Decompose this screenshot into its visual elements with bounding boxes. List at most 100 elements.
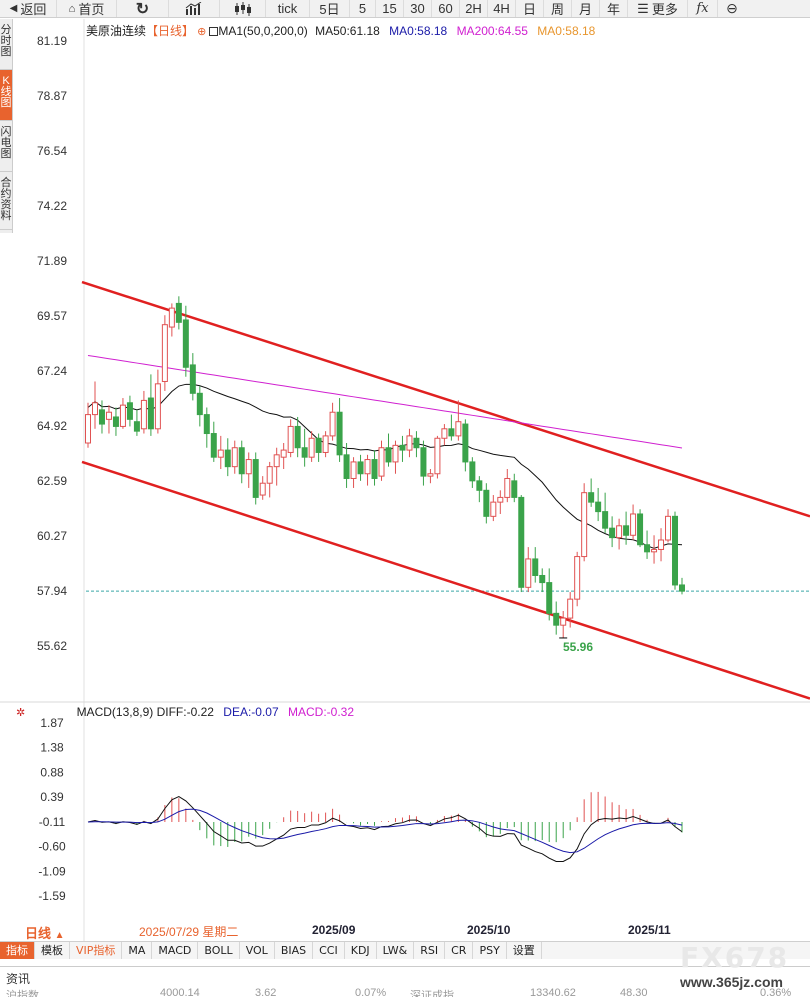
candle-down xyxy=(588,492,595,503)
candle-down xyxy=(679,584,685,592)
period-tick[interactable]: tick xyxy=(266,0,310,17)
price-tick-label: 74.22 xyxy=(37,199,67,213)
back-button[interactable]: ◀ 返回 xyxy=(0,0,57,17)
candle-up xyxy=(364,459,371,475)
indicator-tab-3[interactable]: MA xyxy=(122,942,153,959)
candle-down xyxy=(399,444,406,451)
period-year[interactable]: 年 xyxy=(600,0,628,17)
indicator-tab-13[interactable]: PSY xyxy=(473,942,507,959)
more-button[interactable]: ☰ 更多 xyxy=(628,0,688,17)
candle-down xyxy=(448,428,455,437)
period-label[interactable]: 【日线】 xyxy=(146,24,195,38)
candle-up xyxy=(581,492,588,558)
candle-up xyxy=(161,324,168,382)
chart-type-button[interactable] xyxy=(169,0,220,17)
ma-config-icon[interactable] xyxy=(209,27,219,36)
period-5min[interactable]: 5 xyxy=(350,0,376,17)
zoom-out-button[interactable]: ⊖ xyxy=(718,0,746,17)
candle-down xyxy=(210,433,217,458)
candle-down xyxy=(532,558,539,576)
candle-down xyxy=(196,392,203,416)
ma200-line xyxy=(87,354,683,449)
price-tick-label: 71.89 xyxy=(37,254,67,268)
period-day[interactable]: 日 xyxy=(516,0,544,17)
candle-down xyxy=(294,425,301,449)
candle-down xyxy=(189,364,196,394)
candle-up xyxy=(378,447,385,477)
candle-down xyxy=(546,582,553,614)
candle-up xyxy=(140,399,147,430)
home-icon: ⌂ xyxy=(68,2,76,15)
period-2h[interactable]: 2H xyxy=(460,0,488,17)
sidebar-item-kline[interactable]: K 线 图 xyxy=(0,70,12,121)
indicator-tabs: 指标 模板 VIP指标 MA MACD BOLL VOL BIAS CCI KDJ LW& RSI CR… xyxy=(0,941,810,959)
ma50-line xyxy=(87,383,683,549)
period-week[interactable]: 周 xyxy=(544,0,572,17)
candle-up xyxy=(630,513,637,536)
candle-down xyxy=(595,501,602,513)
period-30min[interactable]: 30 xyxy=(404,0,432,17)
indicator-tab-6[interactable]: VOL xyxy=(240,942,275,959)
formula-button[interactable]: fx xyxy=(688,0,718,17)
news-tab[interactable]: 资讯 xyxy=(6,972,31,986)
candle-up xyxy=(665,515,672,541)
period-4h[interactable]: 4H xyxy=(488,0,516,17)
macd-dea-line xyxy=(87,808,683,854)
candle-type-button[interactable] xyxy=(220,0,266,17)
candle-up xyxy=(168,307,175,328)
macd-dea: DEA:-0.07 xyxy=(223,705,279,719)
macd-settings-icon[interactable]: ✲ xyxy=(16,707,26,719)
indicator-tab-14[interactable]: 设置 xyxy=(507,942,542,959)
candle-down xyxy=(175,302,182,323)
settings-icon[interactable]: ⊕ xyxy=(194,26,210,38)
candle-down xyxy=(672,515,679,586)
indicator-tab-5[interactable]: BOLL xyxy=(198,942,240,959)
price-tick-label: 60.27 xyxy=(37,529,67,543)
refresh-button[interactable]: ↻ xyxy=(117,0,169,18)
candle-up xyxy=(329,411,336,437)
indicator-tab-4[interactable]: MACD xyxy=(152,942,199,959)
period-60min[interactable]: 60 xyxy=(432,0,460,17)
indicator-tab-12[interactable]: CR xyxy=(445,942,474,959)
macd-value: MACD:-0.32 xyxy=(288,705,355,719)
cursor-date: 2025/07/29 星期二 xyxy=(139,925,239,939)
period-5day[interactable]: 5日 xyxy=(310,0,350,17)
macd-tick-label: -1.59 xyxy=(38,889,66,903)
kline-chart[interactable]: 81.19 78.87 76.54 74.22 71.89 69.57 67.24 64.92… xyxy=(0,19,810,943)
indicator-tab-8[interactable]: CCI xyxy=(313,942,345,959)
macd-legend: ✲ MACD(13,8,9) DIFF:-0.22 DEA:-0.07 MACD… xyxy=(16,705,354,719)
candle-up xyxy=(560,617,567,626)
candle-up xyxy=(427,473,434,477)
menu-icon: ☰ xyxy=(637,0,649,16)
candlestick-icon xyxy=(234,1,251,16)
candle-up xyxy=(105,411,112,420)
period-month[interactable]: 月 xyxy=(572,0,600,17)
date-label-nov: 2025/11 xyxy=(628,923,671,937)
sidebar-item-timeshare[interactable]: 分 时 图 xyxy=(0,19,12,70)
indicator-tab-1[interactable]: 模板 xyxy=(35,942,70,959)
channel-upper xyxy=(81,280,810,518)
sidebar-item-contract[interactable]: 合 约 资 料 xyxy=(0,172,12,230)
home-button[interactable]: ⌂ 首页 xyxy=(57,0,117,17)
period-select[interactable]: 日线 ▲ xyxy=(25,926,65,941)
candle-down xyxy=(112,416,119,427)
candle-down xyxy=(553,612,560,626)
chart-area[interactable]: 81.19 78.87 76.54 74.22 71.89 69.57 67.24 64.92… xyxy=(0,19,810,943)
candle-down xyxy=(357,461,364,475)
indicator-tab-0[interactable]: 指标 xyxy=(0,942,35,959)
candle-down xyxy=(301,447,308,458)
indicator-tab-7[interactable]: BIAS xyxy=(275,942,314,959)
triangle-up-icon: ▲ xyxy=(54,930,65,941)
indicator-tab-10[interactable]: LW& xyxy=(377,942,415,959)
indicator-tab-11[interactable]: RSI xyxy=(414,942,446,959)
candle-up xyxy=(91,402,98,416)
candle-down xyxy=(539,574,546,584)
candle-down xyxy=(476,480,483,491)
sidebar-item-flash[interactable]: 闪 电 图 xyxy=(0,121,12,172)
candle-up xyxy=(154,383,161,430)
ticker-name-1: 沪指数 xyxy=(6,990,39,997)
period-15min[interactable]: 15 xyxy=(376,0,404,17)
macd-diff: DIFF:-0.22 xyxy=(156,705,214,719)
indicator-tab-2[interactable]: VIP指标 xyxy=(70,942,123,959)
indicator-tab-9[interactable]: KDJ xyxy=(345,942,377,959)
